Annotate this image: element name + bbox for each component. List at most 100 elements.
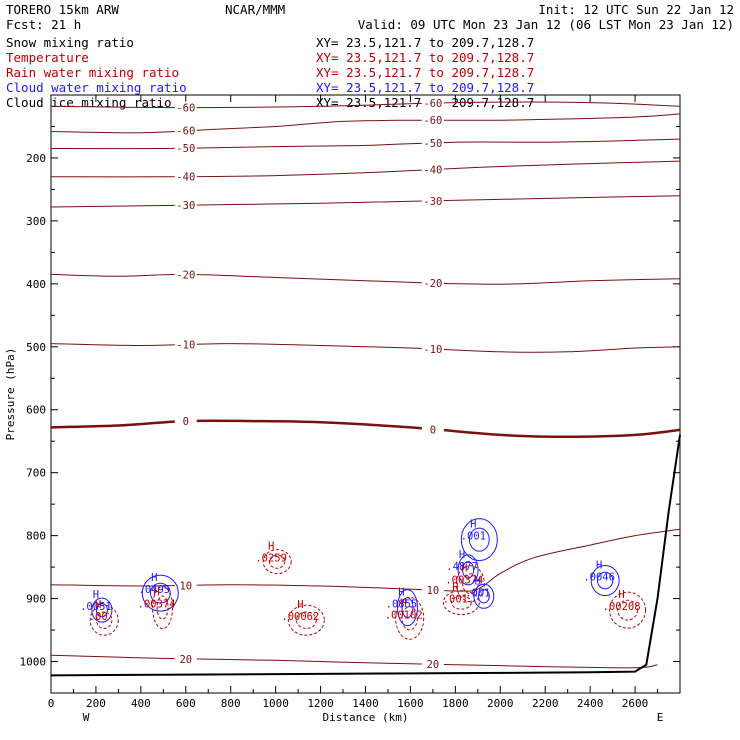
y-tick-label: 400	[26, 278, 46, 291]
maximum-marker: H	[268, 541, 274, 553]
maximum-marker: H	[452, 582, 458, 594]
maximum-marker: H	[461, 563, 467, 575]
x-tick-label: 1400	[352, 697, 379, 710]
y-tick-label: 1000	[20, 656, 47, 669]
isotherm-label: 20	[179, 654, 192, 666]
field-legend: Snow mixing ratio XY= 23.5,121.7 to 209.7…	[6, 35, 534, 110]
hydrometeor-contours	[89, 518, 647, 640]
isotherm-label-bg	[421, 277, 444, 289]
legend-field-xy: XY= 23.5,121.7 to 209.7,128.7	[316, 50, 534, 65]
hydrometeor-contour	[609, 591, 647, 629]
maximum-value: .0495	[139, 584, 171, 596]
legend-field-xy: XY= 23.5,121.7 to 209.7,128.7	[316, 80, 534, 95]
x-axis-label: Distance (km)	[322, 711, 408, 724]
maximum-value: .0046	[583, 572, 615, 584]
y-tick-label: 200	[26, 152, 46, 165]
x-tick-label: 1200	[307, 697, 334, 710]
isotherm-label-bg	[421, 163, 444, 175]
maximum-marker: H	[401, 597, 407, 609]
valid-time: Valid: 09 UTC Mon 23 Jan 12 (06 LST Mon …	[358, 17, 734, 32]
maximum-marker: H	[475, 575, 481, 587]
model-title: TORERO 15km ARW	[6, 2, 119, 17]
hydrometeor-contour-inner	[268, 554, 286, 569]
maximum-value: .00374	[138, 599, 176, 611]
maximum-marker: H	[151, 572, 157, 584]
maximum-marker: H	[470, 519, 476, 531]
isotherm-line	[50, 343, 681, 353]
x-tick-label: 1600	[397, 697, 424, 710]
isotherm-label-bg	[174, 199, 197, 211]
legend-field-name: Snow mixing ratio	[6, 35, 134, 50]
isotherm-label: -60	[176, 126, 195, 138]
org-title: NCAR/MMM	[225, 2, 285, 17]
isotherm-label: -50	[423, 138, 442, 150]
isotherm-label-bg	[174, 101, 197, 113]
hydrometeor-contour-inner	[596, 571, 614, 590]
isotherm-label-bg	[421, 423, 444, 435]
isotherm-label-bg	[174, 124, 197, 136]
hydrometeor-contour	[152, 586, 174, 630]
temperature-isotherms: -60 -60 -60 -60 -50 -50 -40 -40 -30 -30 -20 -20 -10 -…	[50, 97, 681, 671]
isotherm-label: -30	[176, 200, 195, 212]
terrain	[50, 434, 681, 677]
hydrometeor-contour	[442, 590, 480, 616]
hydrometeor-contour	[460, 518, 498, 562]
x-axis-east-label: E	[657, 711, 664, 724]
isotherm-label-bg	[421, 658, 444, 670]
isotherm-label-bg	[421, 584, 444, 596]
hydrometeor-contour-inner	[295, 611, 317, 629]
hydrometeor-contour	[91, 597, 113, 623]
hydrometeor-contour-inner	[156, 595, 169, 620]
isotherm-label: -60	[176, 103, 195, 115]
hydrometeor-maxima: H.0051H.00H.0495H.00374H.0259H.00062H.08…	[80, 519, 640, 624]
legend-field-name: Rain water mixing ratio	[6, 65, 179, 80]
x-tick-label: 2000	[487, 697, 514, 710]
hydrometeor-contour-inner	[95, 611, 113, 629]
maximum-value: .0259	[255, 553, 287, 565]
isotherm-line	[50, 160, 681, 178]
maximum-value: .0051	[80, 601, 112, 613]
hydrometeor-contour	[457, 554, 479, 586]
y-tick-label: 900	[26, 593, 46, 606]
x-tick-label: 1800	[442, 697, 469, 710]
hydrometeor-contour-inner	[462, 573, 479, 595]
isotherm-label-bg	[421, 136, 444, 148]
isotherm-label: 10	[179, 580, 192, 592]
forecast-hour: Fcst: 21 h	[6, 17, 81, 32]
isotherm-line	[50, 101, 681, 109]
isotherm-label-bg	[421, 342, 444, 354]
hydrometeor-contour	[141, 574, 179, 612]
isotherm-label-bg	[421, 114, 444, 126]
hydrometeor-contour	[473, 583, 495, 609]
y-tick-label: 300	[26, 215, 46, 228]
maximum-value: .0855	[386, 599, 418, 611]
x-tick-label: 600	[176, 697, 196, 710]
hydrometeor-contour	[262, 549, 292, 575]
isotherm-line	[50, 138, 681, 150]
isotherm-label-bg	[174, 579, 197, 591]
x-tick-label: 200	[86, 697, 106, 710]
hydrometeor-contour	[287, 604, 325, 636]
hydrometeor-contour-inner	[462, 561, 475, 579]
x-tick-label: 400	[131, 697, 151, 710]
hydrometeor-contour-inner	[477, 589, 490, 604]
isotherm-label-bg	[421, 194, 444, 206]
maximum-value: .00	[89, 611, 108, 623]
legend-field-xy: XY= 23.5,121.7 to 209.7,128.7	[316, 65, 534, 80]
x-tick-label: 2400	[577, 697, 604, 710]
x-tick-label: 2600	[622, 697, 649, 710]
isotherm-label: -60	[423, 98, 442, 110]
maximum-marker: H	[297, 599, 303, 611]
isotherm-line	[50, 654, 658, 669]
hydrometeor-contour	[89, 604, 119, 636]
hydrometeor-contour-inner	[450, 595, 472, 610]
isotherm-label: -60	[423, 115, 442, 127]
isotherm-line	[50, 273, 681, 285]
maximum-marker: H	[398, 587, 404, 599]
terrain-line	[50, 434, 681, 677]
isotherm-label-bg	[174, 652, 197, 664]
x-axis-west-label: W	[83, 711, 90, 724]
x-tick-label: 0	[48, 697, 55, 710]
isotherm-line	[50, 195, 681, 208]
